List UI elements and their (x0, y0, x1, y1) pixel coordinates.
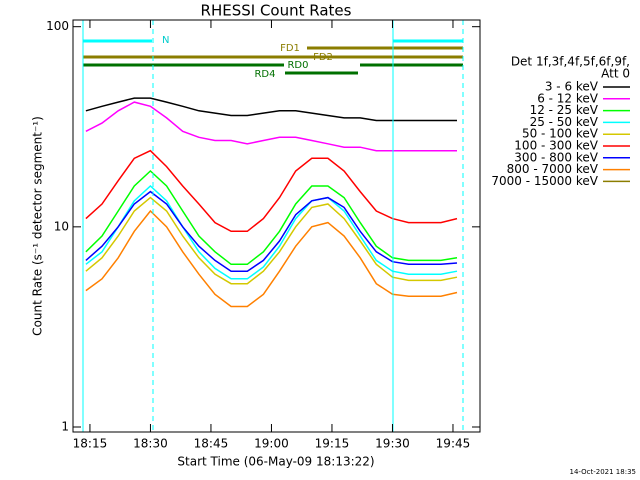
flag-label: N (162, 35, 169, 46)
series-line (85, 190, 458, 272)
legend-label: 300 - 800 keV (514, 150, 598, 164)
y-tick-label: 10 (54, 219, 69, 233)
x-tick-label: 19:15 (315, 437, 350, 451)
legend-label: 3 - 6 keV (545, 80, 599, 94)
y-axis-label: Count Rate (s⁻¹ detector segment⁻¹) (31, 116, 45, 336)
legend-title: Att 0 (601, 67, 630, 81)
series-line (85, 97, 457, 122)
legend-title: Det 1f,3f,4f,5f,6f,9f, (511, 55, 630, 69)
legend-label: 50 - 100 keV (522, 127, 599, 141)
plot-area (85, 97, 458, 308)
flag-label: FD2 (313, 52, 333, 63)
x-tick-label: 18:45 (194, 437, 229, 451)
x-tick-label: 19:30 (375, 437, 410, 451)
legend-label: 25 - 50 keV (530, 115, 599, 129)
x-tick-label: 19:00 (254, 437, 289, 451)
legend-label: 800 - 7000 keV (507, 162, 599, 176)
series-line (85, 184, 458, 280)
series-line (85, 101, 457, 152)
x-tick-label: 18:30 (133, 437, 168, 451)
footer-date: 14-Oct-2021 18:35 (570, 468, 636, 476)
chart-title: RHESSI Count Rates (201, 2, 352, 20)
x-tick-label: 18:15 (73, 437, 108, 451)
legend-label: 6 - 12 keV (537, 91, 599, 105)
plot-frame (72, 19, 481, 433)
series-line (85, 149, 458, 233)
series-line (85, 209, 458, 308)
legend-label: 7000 - 15000 keV (491, 174, 598, 188)
x-tick-label: 19:45 (436, 437, 471, 451)
series-line (85, 169, 458, 266)
x-axis-label: Start Time (06-May-09 18:13:22) (177, 455, 374, 469)
flag-label: RD0 (287, 60, 308, 71)
series-line (85, 196, 458, 285)
legend-label: 12 - 25 keV (530, 103, 599, 117)
flags: N FD1 FD2 RD0 RD4 (82, 20, 464, 432)
legend-label: 100 - 300 keV (514, 139, 598, 153)
flag-label: FD1 (280, 43, 300, 54)
y-tick-label: 100 (46, 19, 69, 33)
y-tick-label: 1 (61, 419, 69, 433)
flag-label: RD4 (254, 69, 275, 80)
